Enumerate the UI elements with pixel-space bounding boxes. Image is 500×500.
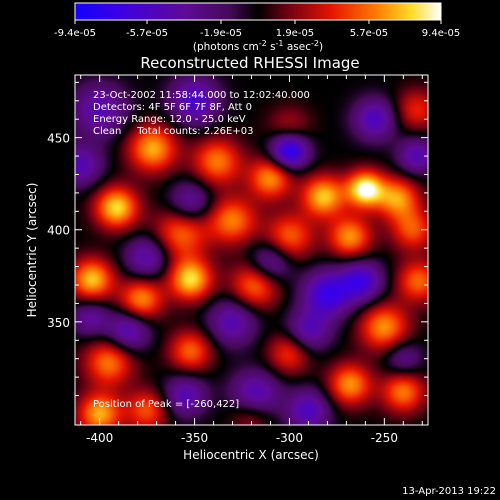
- x-axis-tick-label: -300: [276, 431, 303, 445]
- y-axis-label: Heliocentric Y (arcsec): [25, 183, 39, 318]
- footer-date: 13-Apr-2013 19:22: [402, 486, 496, 497]
- annotation-energy-range: Energy Range: 12.0 - 25.0 keV: [93, 114, 246, 125]
- heatmap-image: [75, 75, 428, 425]
- colorbar-unit-label: (photons cm-2 s-1 asec-2): [193, 39, 323, 53]
- y-axis-ticks: 350 400 450: [47, 81, 428, 397]
- colorbar-gradient: [75, 3, 441, 20]
- y-axis-tick-label: 450: [47, 132, 70, 146]
- colorbar-tick-label: -5.7e-05: [126, 28, 168, 39]
- colorbar-tick-label: 1.9e-05: [276, 28, 314, 39]
- annotation-time-range: 23-Oct-2002 11:58:44.000 to 12:02:40.000: [93, 90, 310, 101]
- x-axis-tick-label: -400: [86, 431, 113, 445]
- colorbar-frame: [74, 2, 442, 21]
- colorbar-ticks: -9.4e-05 -5.7e-05 -1.9e-05 1.9e-05 5.7e-05 9.…: [54, 20, 460, 39]
- y-axis-tick-label: 400: [47, 224, 70, 238]
- x-axis-ticks: -400 -350 -300 -250: [80, 75, 423, 445]
- annotation-detectors: Detectors: 4F 5F 6F 7F 8F, Att 0: [93, 102, 252, 113]
- chart-title: Reconstructed RHESSI Image: [140, 54, 359, 72]
- x-axis-tick-label: -350: [181, 431, 208, 445]
- annotation-block: 23-Oct-2002 11:58:44.000 to 12:02:40.000…: [93, 90, 310, 410]
- annotation-clean-counts: Clean Total counts: 2.26E+03: [93, 126, 253, 137]
- annotation-peak-position: Position of Peak = [-260,422]: [93, 399, 239, 410]
- colorbar-tick-label: 5.7e-05: [350, 28, 388, 39]
- colorbar-tick-label: 9.4e-05: [422, 28, 460, 39]
- x-axis-label: Heliocentric X (arcsec): [183, 448, 319, 462]
- x-axis-tick-label: -250: [371, 431, 398, 445]
- colorbar-tick-label: -9.4e-05: [54, 28, 96, 39]
- colorbar-tick-label: -1.9e-05: [200, 28, 242, 39]
- y-axis-tick-label: 350: [47, 316, 70, 330]
- colorbar: -9.4e-05 -5.7e-05 -1.9e-05 1.9e-05 5.7e-05 9.…: [54, 2, 460, 53]
